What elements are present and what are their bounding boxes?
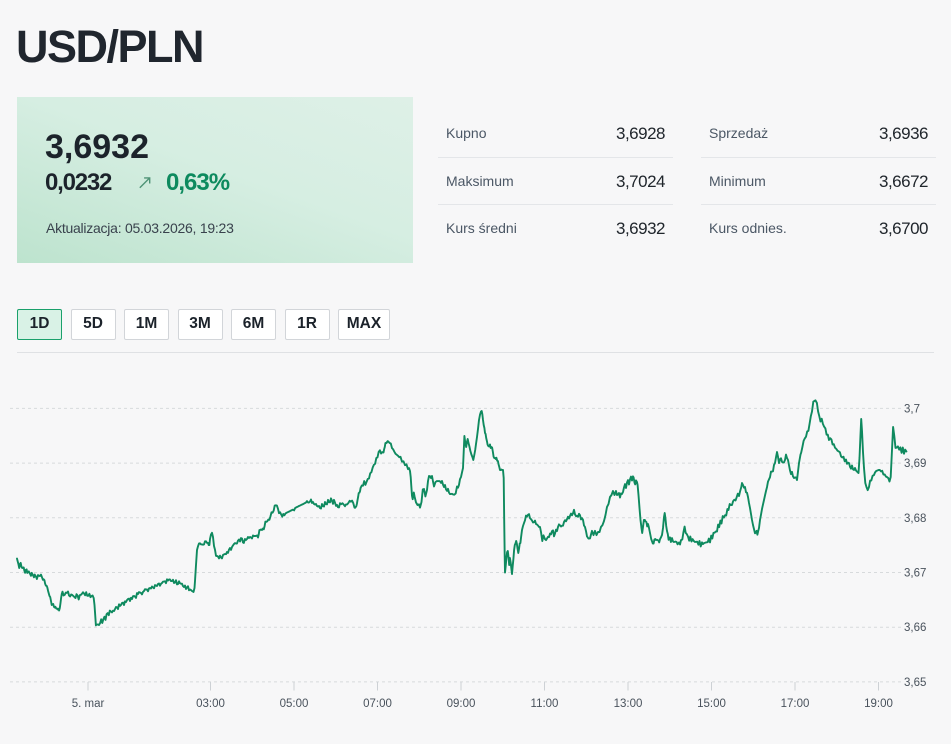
svg-text:3,68: 3,68 (904, 513, 926, 525)
svg-text:3,69: 3,69 (904, 458, 926, 470)
svg-text:3,66: 3,66 (904, 622, 926, 634)
svg-text:15:00: 15:00 (697, 698, 726, 710)
svg-text:09:00: 09:00 (447, 698, 476, 710)
svg-text:3,67: 3,67 (904, 568, 926, 580)
svg-text:19:00: 19:00 (864, 698, 893, 710)
svg-text:03:00: 03:00 (196, 698, 225, 710)
svg-text:13:00: 13:00 (614, 698, 643, 710)
svg-text:05:00: 05:00 (280, 698, 309, 710)
svg-text:11:00: 11:00 (531, 698, 559, 710)
svg-text:5. mar: 5. mar (72, 698, 105, 710)
svg-text:17:00: 17:00 (781, 698, 810, 710)
svg-text:3,7: 3,7 (904, 403, 920, 415)
svg-text:07:00: 07:00 (363, 698, 392, 710)
svg-text:3,65: 3,65 (904, 677, 926, 689)
